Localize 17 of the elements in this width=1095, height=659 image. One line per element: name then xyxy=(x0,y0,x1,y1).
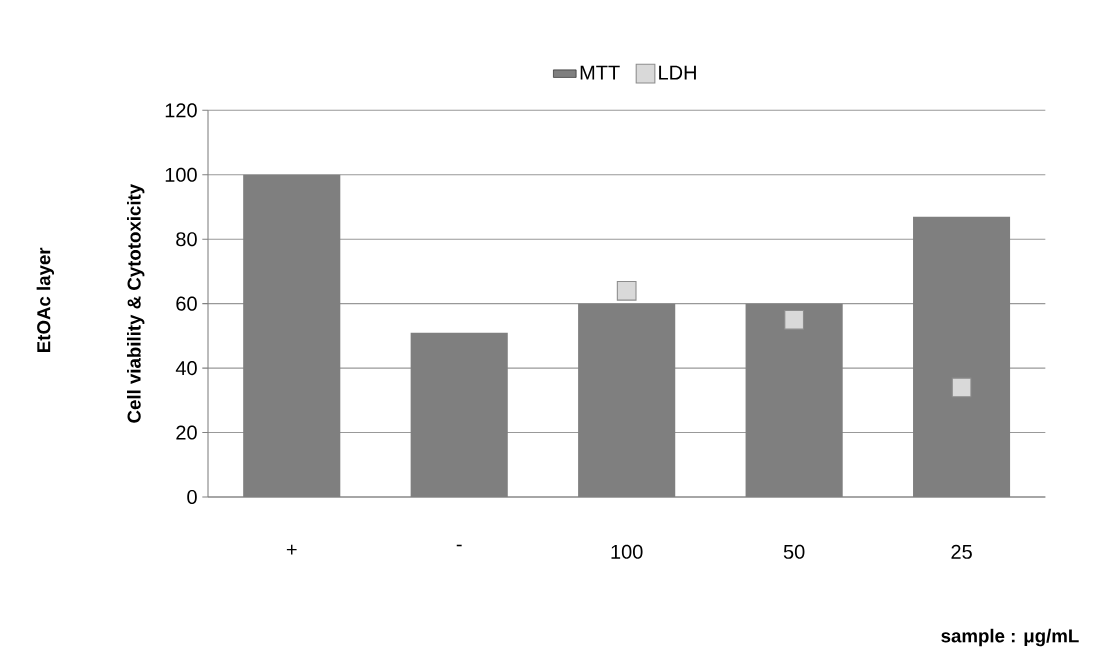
y-axis-title: Cell viability & Cytotoxicity xyxy=(127,183,145,423)
legend-label: LDH xyxy=(659,65,696,80)
y-tick-label: 120 xyxy=(165,103,197,118)
y-tick-label: 40 xyxy=(175,361,197,376)
legend-label: MTT xyxy=(580,65,620,80)
x-tick-label: - xyxy=(456,544,462,547)
y-tick-label: 0 xyxy=(187,489,197,505)
y-tick-label: 20 xyxy=(176,425,197,440)
y-tick-label: 60 xyxy=(176,296,197,311)
x-tick-label: 50 xyxy=(783,544,805,559)
x-tick-label: + xyxy=(286,544,297,555)
y-tick-label: 100 xyxy=(165,167,197,182)
x-tick-label: 25 xyxy=(951,544,972,559)
text: EtOAc layer xyxy=(36,247,55,352)
x-axis-title: sample : μg/mL xyxy=(941,628,1079,647)
x-tick-label: 100 xyxy=(611,544,643,559)
y-tick-label: 80 xyxy=(176,232,197,247)
